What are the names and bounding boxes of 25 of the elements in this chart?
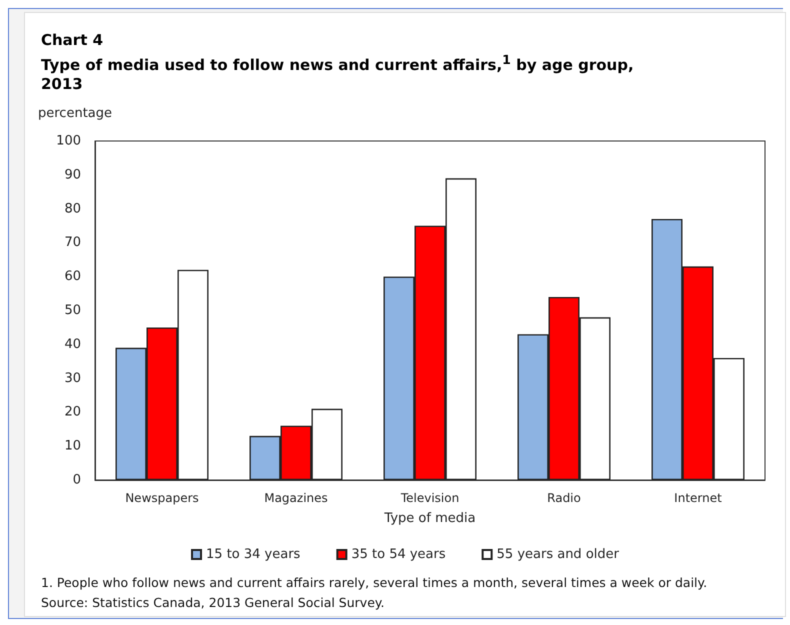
y-axis-title: percentage bbox=[38, 106, 112, 121]
chart-title: Chart 4 bbox=[41, 31, 104, 50]
y-tick-label: 20 bbox=[64, 404, 81, 420]
y-tick-label: 50 bbox=[64, 303, 81, 318]
x-tick-label: Newspapers bbox=[125, 491, 199, 505]
x-tick-label: Internet bbox=[674, 491, 722, 505]
y-tick-label: 0 bbox=[72, 472, 81, 488]
y-tick-label: 90 bbox=[64, 167, 81, 182]
y-tick-label: 100 bbox=[56, 134, 81, 148]
legend-label: 15 to 34 years bbox=[206, 547, 301, 562]
y-tick-label: 10 bbox=[64, 438, 81, 454]
y-tick-label: 40 bbox=[64, 336, 81, 352]
x-tick-label: Radio bbox=[547, 491, 581, 505]
y-tick-label: 80 bbox=[64, 201, 81, 216]
x-tick-label: Television bbox=[400, 491, 460, 505]
text: 1. People who follow news and current affairs rarely, several times a month, several times a week or daily. bbox=[41, 574, 708, 592]
y-tick-label: 60 bbox=[64, 269, 81, 284]
x-tick-label: Magazines bbox=[264, 491, 328, 505]
legend-label: 55 years and older bbox=[496, 547, 620, 562]
x-axis-title: Type of media bbox=[383, 511, 476, 526]
y-tick-label: 30 bbox=[64, 370, 81, 386]
source-note: Source: Statistics Canada, 2013 General Social Survey. bbox=[41, 594, 386, 612]
text: Type of media used to follow news and current affairs,$^{1}$ by age group, 2013 bbox=[41, 52, 634, 93]
legend-label: 35 to 54 years bbox=[351, 547, 446, 562]
y-tick-label: 70 bbox=[64, 235, 81, 250]
